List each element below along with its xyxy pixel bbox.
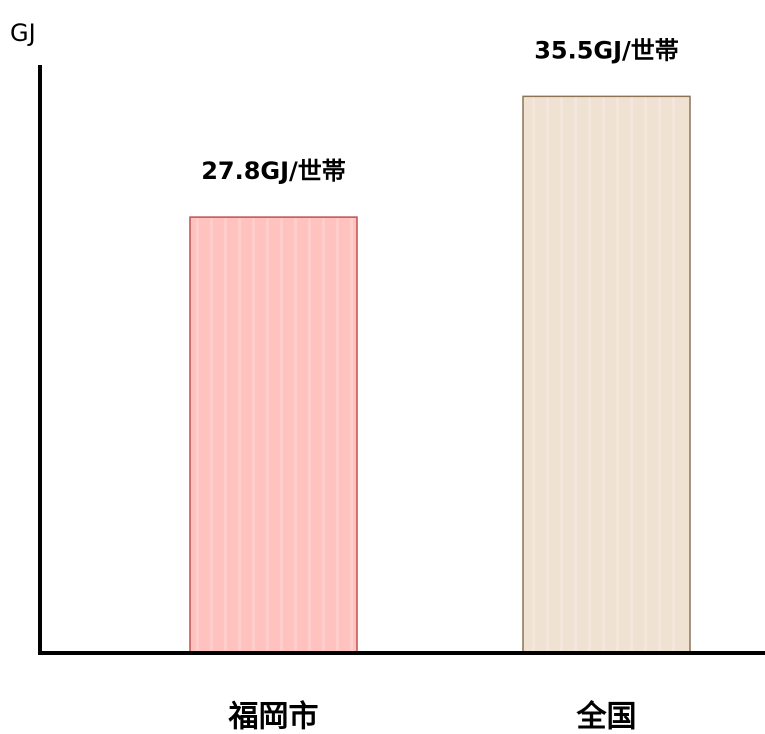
x-tick-label: 全国	[576, 700, 637, 734]
x-tick-label: 福岡市	[228, 700, 319, 734]
y-axis-label: GJ	[10, 19, 36, 47]
value-label: 27.8GJ/世帯	[201, 157, 346, 185]
value-label: 35.5GJ/世帯	[534, 36, 679, 64]
bar-texture	[194, 218, 353, 652]
bar-texture	[527, 97, 686, 653]
